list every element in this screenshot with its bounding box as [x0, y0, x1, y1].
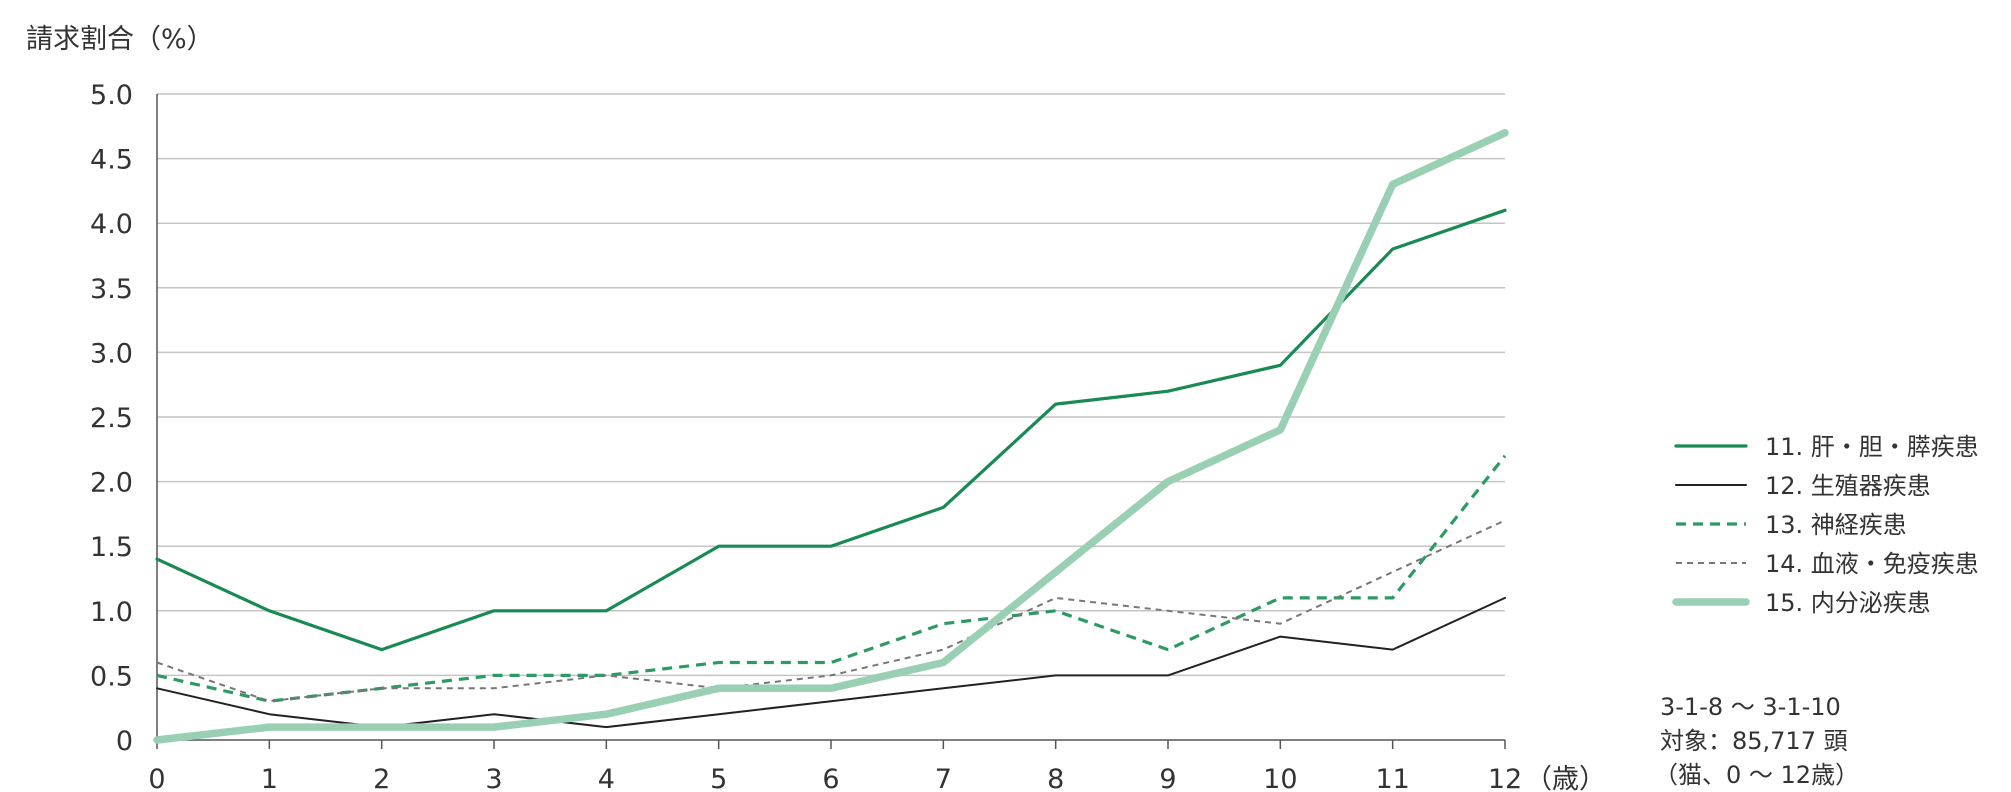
y-tick-label: 5.0 — [90, 80, 133, 111]
x-tick-label: 4 — [598, 764, 615, 792]
note-line-2: 対象：85,717 頭 — [1660, 727, 1848, 755]
y-tick-label: 4.0 — [90, 209, 133, 240]
y-tick-label: 2.0 — [90, 468, 133, 499]
series-lines — [153, 129, 1509, 744]
y-tick-label: 0.5 — [90, 661, 133, 692]
series-line-1 — [155, 208, 1507, 652]
legend: 11. 肝・胆・膵疾患 12. 生殖器疾患 13. 神経疾患 14. 血液・免疫疾患 1… — [1672, 433, 1979, 617]
x-tick-label: 3 — [485, 764, 502, 792]
x-tick-label: 8 — [1047, 764, 1064, 792]
series-line-3 — [156, 454, 1507, 703]
y-tick-label: 2.5 — [90, 403, 133, 434]
x-tick-labels: 0 1 2 3 4 5 6 7 8 9 10 11 12 — [148, 764, 1522, 792]
y-tick-label: 3.5 — [90, 274, 133, 305]
legend-label-3: 13. 神経疾患 — [1765, 511, 1907, 539]
x-tick-label: 11 — [1375, 764, 1409, 792]
note-line-1: 3-1-8 ～ 3-1-10 — [1660, 693, 1841, 721]
x-tick-label: 5 — [710, 764, 727, 792]
note-line-3: （猫、0 ～ 12歳） — [1654, 761, 1859, 789]
y-tick-label: 1.5 — [90, 532, 133, 563]
x-tick-label: 9 — [1159, 764, 1176, 792]
series-line-4 — [156, 519, 1506, 703]
y-tick-label: 4.5 — [90, 145, 133, 176]
y-tick-labels: 0 0.5 1.0 1.5 2.0 2.5 3.0 3.5 4.0 4.5 5.0 — [90, 80, 133, 757]
grid-lines — [157, 93, 1505, 677]
y-tick-label: 0 — [116, 726, 133, 757]
y-axis-title: 請求割合（%） — [26, 24, 214, 55]
x-tick-label: 12 — [1488, 764, 1522, 792]
y-tick-label: 1.0 — [90, 597, 133, 628]
axes — [156, 94, 1506, 749]
x-tick-label: 2 — [373, 764, 390, 792]
legend-label-2: 12. 生殖器疾患 — [1765, 472, 1931, 500]
x-axis-unit: （歳） — [1525, 764, 1606, 792]
x-tick-label: 7 — [935, 764, 952, 792]
source-note: 3-1-8 ～ 3-1-10 対象：85,717 頭 （猫、0 ～ 12歳） — [1654, 693, 1859, 789]
y-tick-label: 3.0 — [90, 338, 133, 369]
series-line-5 — [153, 129, 1509, 744]
series-line-2 — [156, 596, 1506, 729]
x-tick-label: 10 — [1263, 764, 1297, 792]
x-tick-label: 0 — [148, 764, 165, 792]
legend-label-1: 11. 肝・胆・膵疾患 — [1765, 433, 1979, 461]
x-tick-label: 6 — [822, 764, 839, 792]
legend-label-4: 14. 血液・免疫疾患 — [1765, 550, 1979, 578]
legend-label-5: 15. 内分泌疾患 — [1765, 589, 1931, 617]
x-tick-label: 1 — [261, 764, 278, 792]
